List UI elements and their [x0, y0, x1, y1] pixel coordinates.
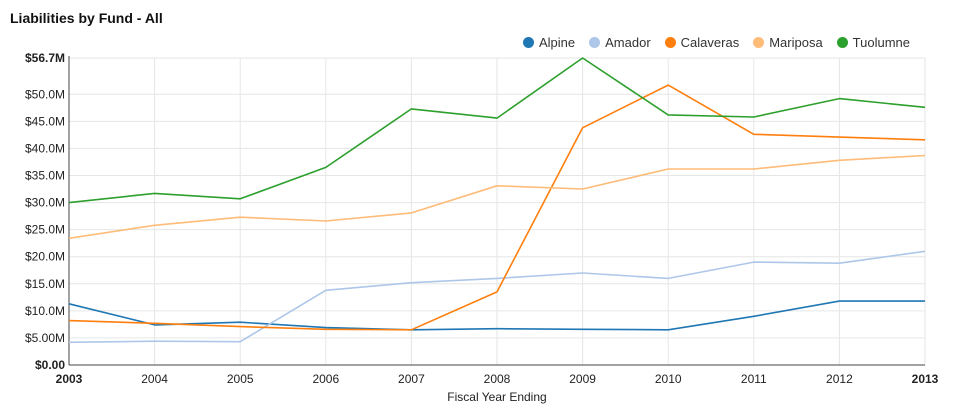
- legend-item-calaveras[interactable]: Calaveras: [664, 35, 740, 50]
- legend-dot-icon: [836, 37, 848, 48]
- y-tick-label: $40.0M: [25, 141, 65, 155]
- legend-item-amador[interactable]: Amador: [589, 35, 651, 50]
- legend-dot-icon: [753, 37, 765, 48]
- y-tick-label: $10.0M: [25, 304, 65, 318]
- x-tick-label: 2010: [655, 372, 682, 386]
- legend: Alpine Amador Calaveras Mariposa Tuolumne: [523, 35, 910, 50]
- legend-dot-icon: [589, 37, 601, 48]
- legend-label: Calaveras: [680, 35, 740, 50]
- y-tick-label: $56.7M: [25, 51, 65, 65]
- series-line-mariposa: [68, 154, 926, 240]
- series-line-amador: [68, 250, 926, 344]
- y-tick-label: $25.0M: [25, 223, 65, 237]
- legend-label: Mariposa: [769, 35, 823, 50]
- legend-dot-icon: [523, 37, 534, 48]
- x-tick-label: 2013: [912, 372, 939, 386]
- series-layer: [68, 57, 926, 344]
- x-tick-label: 2012: [826, 372, 853, 386]
- legend-item-alpine[interactable]: Alpine: [523, 35, 575, 50]
- chart-title: Liabilities by Fund - All: [10, 10, 163, 26]
- legend-item-tuolumne[interactable]: Tuolumne: [836, 35, 910, 50]
- legend-dot-icon: [664, 37, 676, 48]
- x-tick-label: 2009: [569, 372, 596, 386]
- label-layer: $0.00 $5.00M $10.0M $15.0M $20.0M $25.0M $30.0…: [25, 51, 939, 386]
- x-tick-label: 2008: [484, 372, 511, 386]
- x-tick-label: 2007: [398, 372, 425, 386]
- x-axis-title: Fiscal Year Ending: [447, 390, 546, 404]
- y-tick-label: $15.0M: [25, 277, 65, 291]
- axis-layer: [68, 56, 925, 366]
- legend-label: Tuolumne: [852, 35, 910, 50]
- x-tick-label: 2005: [227, 372, 254, 386]
- y-tick-label: $30.0M: [25, 196, 65, 210]
- x-tick-label: 2011: [741, 372, 767, 386]
- series-line-calaveras: [68, 84, 926, 331]
- y-tick-label: $5.00M: [25, 331, 65, 345]
- legend-label: Amador: [605, 35, 651, 50]
- x-tick-label: 2006: [312, 372, 339, 386]
- x-tick-label: 2004: [141, 372, 168, 386]
- grid-layer: [69, 57, 926, 365]
- y-tick-label: $20.0M: [25, 250, 65, 264]
- y-tick-label: $45.0M: [25, 114, 65, 128]
- legend-item-mariposa[interactable]: Mariposa: [753, 35, 823, 50]
- series-line-tuolumne: [68, 57, 926, 204]
- y-tick-label: $0.00: [35, 358, 65, 372]
- x-tick-label: 2003: [56, 372, 83, 386]
- y-tick-label: $35.0M: [25, 168, 65, 182]
- y-tick-label: $50.0M: [25, 87, 65, 101]
- series-line-alpine: [68, 300, 925, 331]
- legend-label: Alpine: [539, 35, 576, 50]
